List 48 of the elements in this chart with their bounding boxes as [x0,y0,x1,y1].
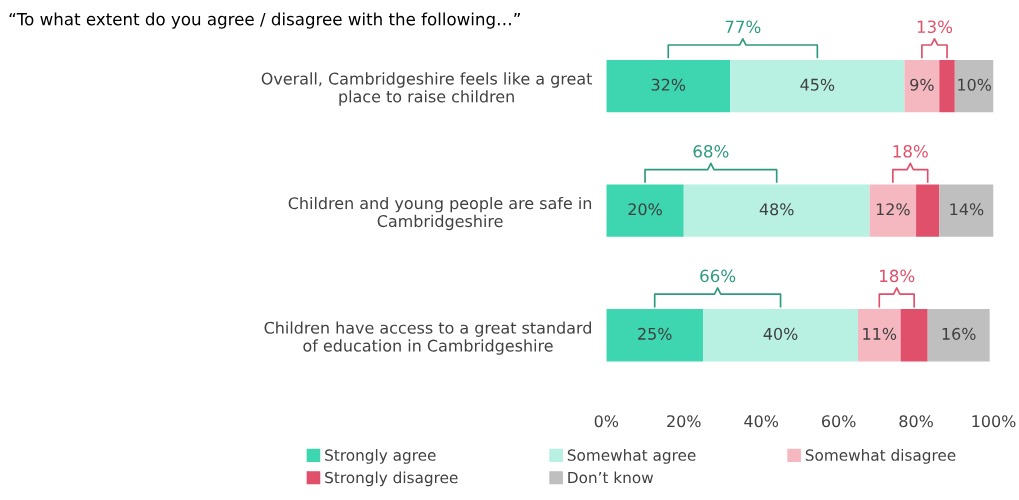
y-tick-label: Children and young people are safe in Cambridgeshire [288,196,592,231]
bar [730,59,905,113]
annotation: 66% [700,269,736,283]
x-tick-label: 40% [744,415,779,428]
legend-label: Strongly disagree [325,471,458,487]
legend-label: Strongly agree [325,449,436,464]
bar [904,59,940,113]
data-label: 32% [651,78,686,91]
data-label: 48% [759,203,794,216]
data-label: 45% [800,78,835,91]
legend-label: Somewhat disagree [805,449,956,464]
y-tick-label: Children have access to a great standard of education in Cambridgeshire [264,321,591,355]
bar [927,309,990,362]
text: “To what extent do you agree / disagree with the following…” [9,12,520,29]
bar [606,184,684,237]
bar [606,59,731,113]
bar [939,184,994,237]
annotation: 77% [725,20,761,34]
data-label: 10% [958,78,992,91]
bar [703,309,858,362]
data-label: 12% [876,203,910,216]
data-label: 40% [763,327,798,340]
legend-label: Don’t know [568,471,654,484]
data-label: 16% [942,327,976,340]
bar [939,59,955,113]
bar [869,184,917,237]
bar [900,309,928,362]
annotation: 68% [693,145,729,158]
bar [954,59,994,113]
data-label: 11% [863,327,897,340]
x-tick-label: 100% [972,415,1016,428]
data-label: 25% [638,327,672,340]
x-tick-label: 0% [594,415,619,428]
data-label: 20% [628,203,662,216]
annotation: 13% [917,20,953,34]
bar [916,184,940,237]
legend-label: Somewhat agree [567,449,696,464]
y-tick-label: Overall, Cambridgeshire feels like a great place to raise children [261,72,593,106]
bar [606,309,704,362]
x-tick-label: 80% [899,415,933,428]
annotation: 18% [893,145,928,158]
bar [858,309,901,362]
x-tick-label: 60% [822,415,856,428]
annotation: 18% [880,269,915,283]
bar [683,184,870,237]
x-tick-label: 20% [667,415,701,428]
data-label: 9% [910,78,934,91]
data-label: 14% [950,203,984,216]
